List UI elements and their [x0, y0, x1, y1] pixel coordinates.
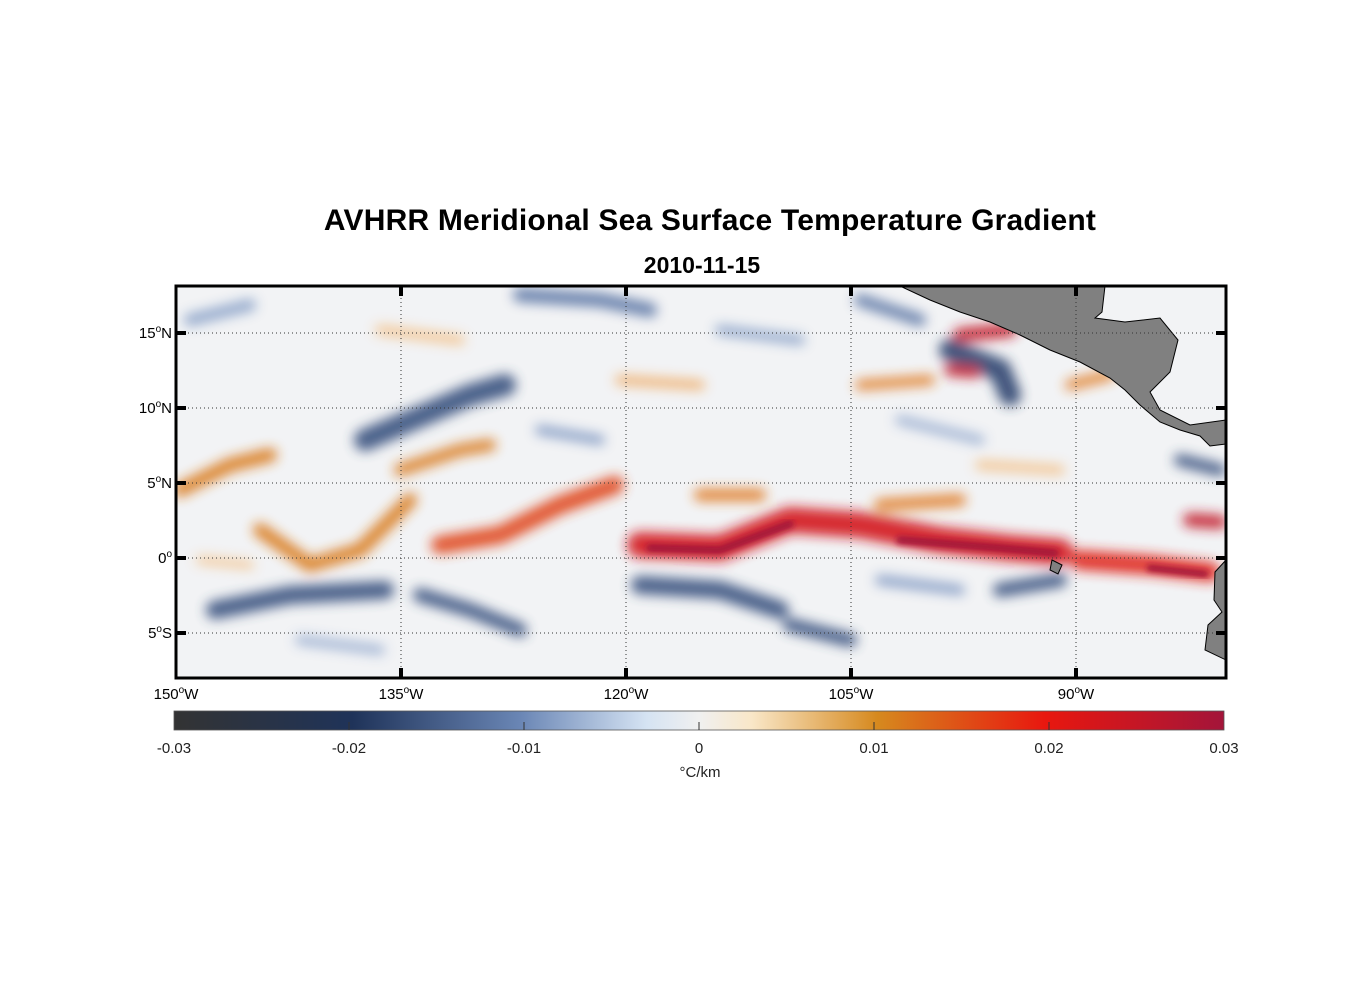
colorbar-tick-label: 0.03 [1209, 740, 1239, 757]
colorbar-tick-label: 0.01 [859, 740, 889, 757]
lat-label-5s: 5oS [148, 624, 172, 642]
colorbar-tick-label: -0.01 [506, 740, 542, 757]
chart-title: AVHRR Meridional Sea Surface Temperature… [323, 204, 1097, 237]
colorbar-tick-label: -0.02 [331, 740, 367, 757]
lat-label-5n: 5oN [147, 474, 172, 492]
lat-label-10n: 10oN [138, 399, 172, 417]
lon-label-90w: 90oW [1057, 685, 1095, 703]
colorbar-unit-label: °C/km [679, 764, 721, 781]
lon-label-150w: 150oW [153, 685, 199, 703]
colorbar-tick-marks [348, 722, 1050, 730]
lon-label-135w: 135oW [378, 685, 424, 703]
lon-label-105w: 105oW [828, 685, 874, 703]
chart-subtitle: 2010-11-15 [643, 252, 761, 278]
lon-label-120w: 120oW [603, 685, 649, 703]
lat-label-15n: 15oN [138, 324, 172, 342]
frame-ticks [176, 286, 1226, 678]
sst-gradient-field [176, 286, 1226, 678]
land-central-america [899, 286, 1226, 447]
colorbar-tick-label: -0.03 [156, 740, 192, 757]
land-galapagos [1049, 559, 1063, 575]
colorbar-tick-label: 0 [694, 740, 704, 757]
lat-label-0: 0o [158, 549, 172, 567]
map-gridlines [176, 286, 1226, 678]
colorbar-tick-label: 0.02 [1034, 740, 1064, 757]
